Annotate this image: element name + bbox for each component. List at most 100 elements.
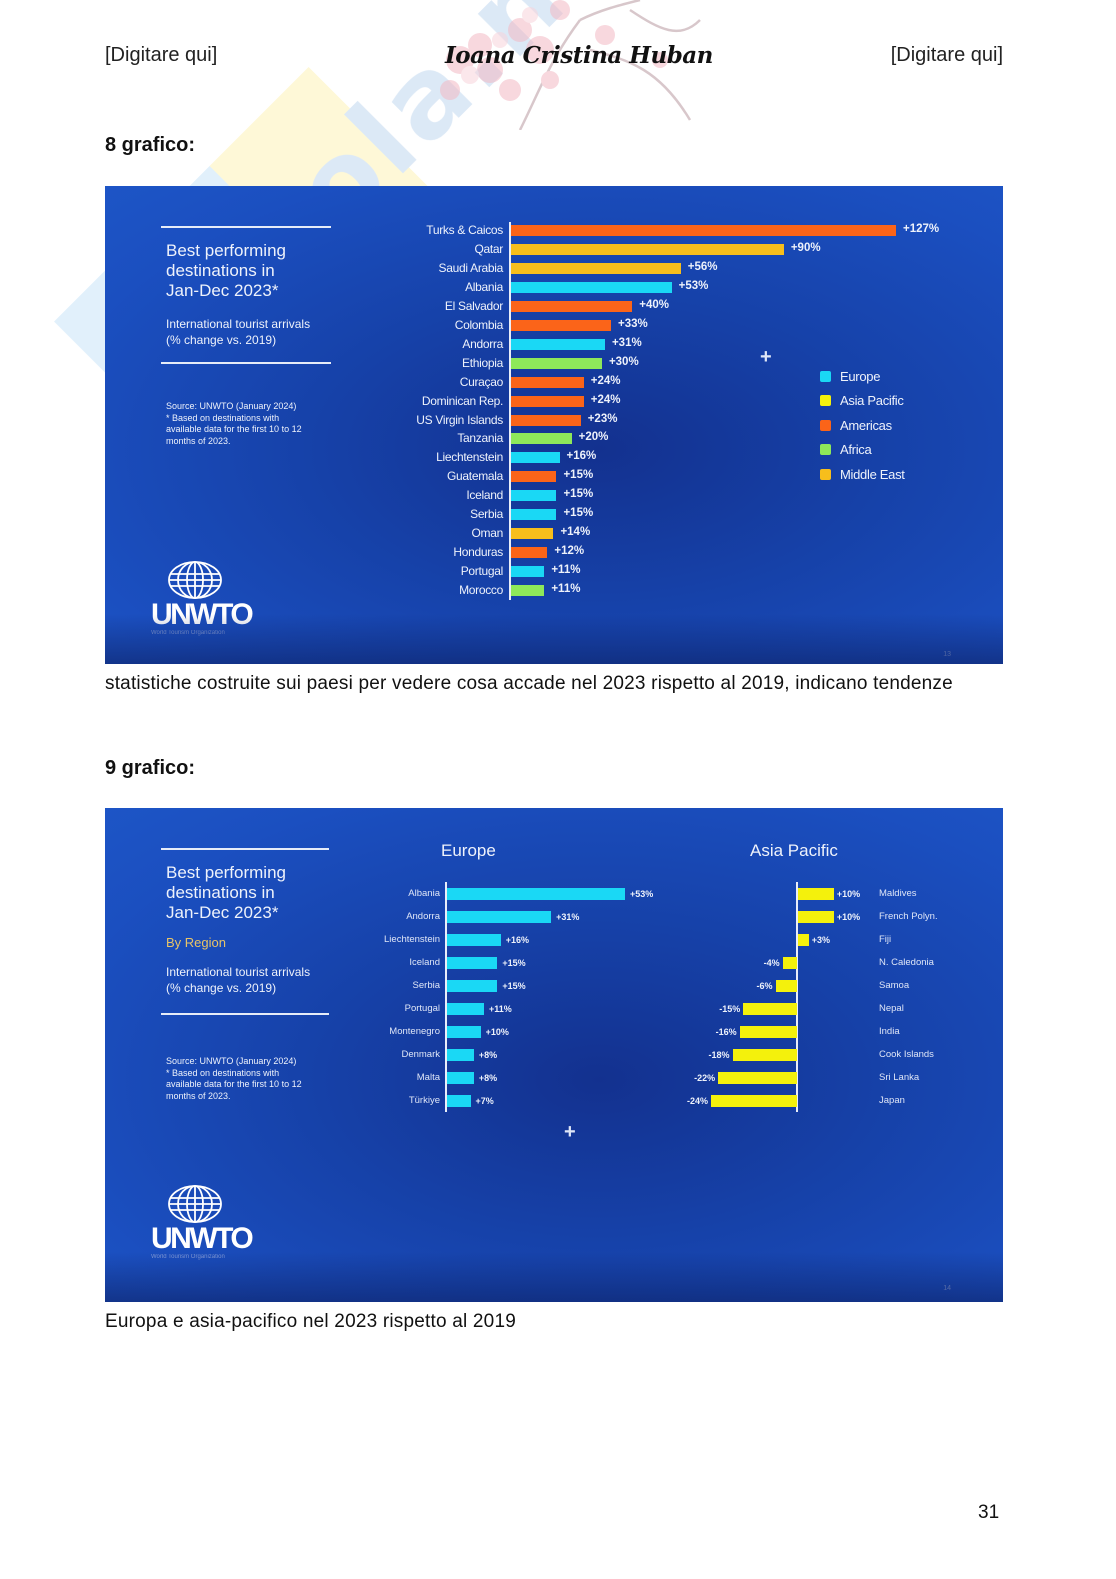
section-heading-8: 8 grafico: <box>105 134 196 156</box>
chart-legend: Europe Asia Pacific Americas Africa Midd… <box>820 364 905 487</box>
bar <box>511 395 584 407</box>
bar-value-label: -16% <box>715 1027 737 1037</box>
bar-value-label: +7% <box>475 1096 494 1106</box>
legend-item-asia-pacific: Asia Pacific <box>820 389 905 414</box>
bar-value-label: +24% <box>590 374 621 387</box>
bar-label: Oman <box>471 526 504 541</box>
bar-label: French Polyn. <box>879 911 938 922</box>
bar-label: Fiji <box>879 934 892 945</box>
legend-swatch-americas <box>820 419 831 431</box>
bar <box>511 490 557 502</box>
bar <box>447 1072 474 1084</box>
bar <box>447 957 498 969</box>
bar-value-label: +31% <box>611 336 642 349</box>
bar-value-label: +31% <box>556 912 580 922</box>
bar-label: Qatar <box>474 241 503 256</box>
crosshair-icon: + <box>760 346 772 368</box>
bar-value-label: +90% <box>790 241 821 254</box>
bar-label: Tanzania <box>457 431 503 446</box>
bar-value-label: +40% <box>639 298 669 311</box>
slide-number: 14 <box>943 1285 951 1292</box>
bar-value-label: +3% <box>811 935 831 945</box>
bar-value-label: -22% <box>694 1073 716 1083</box>
bar-label: Albania <box>465 279 503 294</box>
header-author-name: Ioana Cristina Huban <box>445 42 713 69</box>
bar <box>511 376 584 388</box>
bar-value-label: +16% <box>566 450 597 463</box>
header-left-placeholder[interactable]: [Digitare qui] <box>105 44 218 66</box>
bar <box>447 911 552 923</box>
bar <box>511 225 896 236</box>
bar <box>447 934 501 946</box>
bar-label: Ethiopia <box>462 355 503 370</box>
bar-label: Montenegro <box>389 1026 440 1037</box>
bar <box>447 980 498 992</box>
bar <box>447 1003 484 1015</box>
bar-value-label: +20% <box>578 431 609 444</box>
bar-label: Honduras <box>453 545 503 560</box>
bar-label: Nepal <box>879 1003 904 1014</box>
panel-divider-top <box>161 848 329 850</box>
bar <box>511 585 545 597</box>
unwto-logo: UNWTO World Tourism Organization <box>151 1184 254 1260</box>
legend-swatch-asia-pacific <box>820 395 831 407</box>
bar <box>711 1095 797 1107</box>
bar-label: US Virgin Islands <box>416 412 503 427</box>
bar-value-label: +23% <box>587 412 618 425</box>
bar <box>798 911 834 923</box>
bar-value-label: +10% <box>836 889 861 899</box>
slide-title: Best performing destinations in Jan-Dec … <box>166 863 286 922</box>
europe-chart-title: Europe <box>441 841 496 860</box>
legend-swatch-middle-east <box>820 468 831 480</box>
bar <box>447 1095 471 1107</box>
bar-label: Maldives <box>879 888 917 899</box>
legend-item-africa: Africa <box>820 438 905 463</box>
legend-item-europe: Europe <box>820 364 905 389</box>
bar-label: Türkiye <box>408 1095 440 1106</box>
header-right-placeholder[interactable]: [Digitare qui] <box>890 44 1003 66</box>
bar-label: Colombia <box>454 317 504 332</box>
bar-label: Saudi Arabia <box>438 260 504 275</box>
bar-value-label: +11% <box>488 1004 512 1014</box>
globe-icon <box>168 561 222 599</box>
bar-value-label: +12% <box>554 545 585 558</box>
crosshair-icon: + <box>564 1121 576 1143</box>
bar <box>732 1049 797 1061</box>
bar-value-label: +11% <box>551 564 581 577</box>
bar-value-label: -18% <box>708 1050 730 1060</box>
bar-value-label: +14% <box>560 526 591 539</box>
bar-label: N. Caledonia <box>879 957 934 968</box>
bar <box>798 888 834 900</box>
bar-label: Portugal <box>460 564 504 579</box>
bar <box>511 452 560 464</box>
bar <box>511 528 554 540</box>
slide-subtitle: International tourist arrivals (% change… <box>166 965 311 995</box>
asia-pacific-chart-axis <box>796 882 798 1112</box>
bar-value-label: +53% <box>678 279 709 292</box>
bar <box>511 566 545 578</box>
legend-item-middle-east: Middle East <box>820 462 905 487</box>
legend-item-americas: Americas <box>820 413 905 438</box>
bar <box>718 1072 797 1084</box>
bar-label: Guatemala <box>447 469 503 484</box>
bar-label: Liechtenstein <box>384 934 440 945</box>
bar-label: Andorra <box>462 336 503 351</box>
bar-value-label: +56% <box>687 260 718 273</box>
legend-swatch-europe <box>820 370 831 382</box>
bar-value-label: -24% <box>686 1096 708 1106</box>
section-caption-9: Europa e asia-pacifico nel 2023 rispetto… <box>105 1311 516 1332</box>
bar-value-label: +10% <box>836 912 861 922</box>
bar-value-label: +8% <box>478 1050 498 1060</box>
bar-value-label: +33% <box>618 317 648 330</box>
chart-slide-8: Best performing destinations in Jan-Dec … <box>105 186 1003 664</box>
bar-value-label: +30% <box>608 355 639 368</box>
bar-label: Curaçao <box>459 374 504 389</box>
section-caption-8: statistiche costruite sui paesi per vede… <box>105 673 953 694</box>
panel-divider-top <box>161 226 331 228</box>
bar-value-label: +16% <box>505 935 530 945</box>
bar-label: Iceland <box>466 488 503 503</box>
bar <box>511 281 672 293</box>
slide-source-note: Source: UNWTO (January 2024) * Based on … <box>166 1056 302 1101</box>
bar-label: Japan <box>879 1095 905 1106</box>
bar-value-label: -6% <box>756 981 773 991</box>
